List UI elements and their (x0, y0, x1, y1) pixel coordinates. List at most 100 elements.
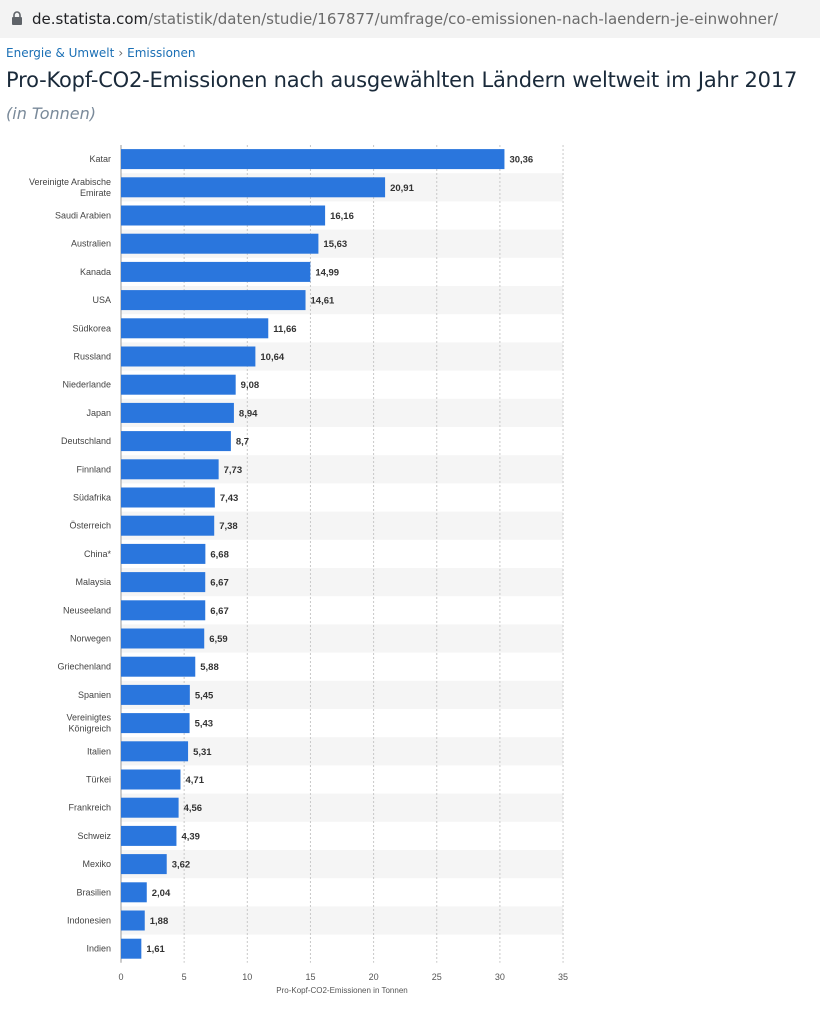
category-label: Australien (71, 239, 111, 249)
category-label-line: Katar (89, 154, 111, 164)
breadcrumb-subcategory-link[interactable]: Emissionen (127, 46, 196, 60)
category-label: Niederlande (62, 380, 111, 390)
bar (121, 177, 386, 198)
bar (121, 656, 196, 677)
bar (121, 628, 205, 649)
url-text[interactable]: de.statista.com/statistik/daten/studie/1… (32, 10, 778, 28)
bar (121, 205, 326, 226)
bar (121, 600, 206, 621)
data-label: 16,16 (330, 211, 354, 222)
page-title: Pro-Kopf-CO2-Emissionen nach ausgewählte… (6, 68, 798, 92)
category-label-line: Neuseeland (63, 605, 111, 615)
category-label-line: Niederlande (62, 380, 111, 390)
category-label-line: Königreich (68, 724, 111, 734)
category-label: Griechenland (57, 662, 111, 672)
category-label-line: Österreich (69, 521, 111, 531)
category-label-line: Russland (73, 352, 111, 362)
row-stripe (121, 680, 563, 709)
data-label: 7,38 (219, 521, 238, 532)
data-label: 11,66 (273, 324, 296, 335)
row-stripe (121, 906, 563, 935)
category-label: Neuseeland (63, 605, 111, 615)
category-label-line: Türkei (86, 775, 111, 785)
category-label: Brasilien (76, 887, 111, 897)
category-label-line: Emirate (80, 188, 111, 198)
category-label: Russland (73, 352, 111, 362)
category-label-line: Japan (86, 408, 111, 418)
category-label: Südafrika (73, 493, 111, 503)
data-label: 10,64 (260, 352, 284, 363)
category-label: Türkei (86, 775, 111, 785)
data-label: 9,08 (241, 380, 260, 391)
address-bar[interactable]: de.statista.com/statistik/daten/studie/1… (0, 0, 820, 38)
category-label-line: Finnland (76, 464, 111, 474)
bar (121, 515, 215, 536)
category-label-line: Indien (86, 944, 111, 954)
data-label: 5,45 (195, 690, 214, 701)
lock-icon (12, 11, 22, 25)
category-label-line: Vereinigtes (66, 713, 111, 723)
row-stripe (121, 737, 563, 766)
category-label-line: Brasilien (76, 887, 111, 897)
data-label: 1,88 (150, 916, 169, 927)
category-label: USA (92, 295, 111, 305)
category-label-line: Griechenland (57, 662, 111, 672)
category-label-line: Schweiz (77, 831, 111, 841)
data-label: 8,94 (239, 408, 258, 419)
category-label: Vereinigte Arabische Emirate (29, 177, 111, 198)
data-label: 5,88 (200, 662, 219, 673)
bar (121, 543, 206, 564)
breadcrumb-separator: › (118, 46, 124, 60)
breadcrumb-category-link[interactable]: Energie & Umwelt (6, 46, 115, 60)
category-label: Indien (86, 944, 111, 954)
category-label-line: Deutschland (61, 436, 111, 446)
category-label-line: Südafrika (73, 493, 111, 503)
category-label-line: Malaysia (75, 577, 111, 587)
bar (121, 825, 177, 846)
x-tick-label: 5 (182, 972, 187, 982)
category-label: Schweiz (77, 831, 111, 841)
category-label: Finnland (76, 464, 111, 474)
category-label: Norwegen (70, 634, 111, 644)
data-label: 30,36 (509, 155, 533, 166)
category-label: Malaysia (75, 577, 111, 587)
bar (121, 684, 190, 705)
data-label: 20,91 (390, 183, 414, 194)
data-label: 7,43 (220, 493, 239, 504)
data-label: 6,68 (210, 549, 229, 560)
category-label-line: Südkorea (72, 323, 111, 333)
category-label-line: Spanien (78, 690, 111, 700)
data-label: 6,59 (209, 634, 228, 645)
x-tick-label: 25 (432, 972, 442, 982)
data-label: 7,73 (224, 465, 243, 476)
category-label-line: Italien (87, 746, 111, 756)
category-label: Südkorea (72, 323, 111, 333)
category-label: Kanada (80, 267, 111, 277)
data-label: 3,62 (172, 860, 191, 871)
page-subtitle: (in Tonnen) (6, 104, 97, 123)
x-tick-label: 10 (242, 972, 252, 982)
x-tick-label: 30 (495, 972, 505, 982)
category-label-line: Vereinigte Arabische (29, 177, 111, 187)
category-label-line: Saudi Arabien (55, 211, 111, 221)
bar (121, 402, 234, 423)
bar (121, 487, 215, 508)
category-label: Spanien (78, 690, 111, 700)
category-label: Vereinigtes Königreich (66, 713, 111, 734)
url-path: /statistik/daten/studie/167877/umfrage/c… (148, 10, 779, 28)
bar (121, 882, 147, 903)
bar (121, 741, 189, 762)
category-label: Indonesien (67, 916, 111, 926)
category-label: Japan (86, 408, 111, 418)
bar (121, 938, 142, 959)
data-label: 14,99 (315, 267, 339, 278)
x-tick-label: 15 (305, 972, 315, 982)
bar (121, 261, 311, 282)
data-label: 8,7 (236, 437, 249, 448)
url-host: de.statista.com (32, 10, 149, 28)
bar (121, 149, 505, 170)
data-label: 2,04 (152, 888, 171, 899)
category-label: Österreich (69, 521, 111, 531)
bar (121, 713, 190, 734)
category-label-line: Frankreich (68, 803, 111, 813)
